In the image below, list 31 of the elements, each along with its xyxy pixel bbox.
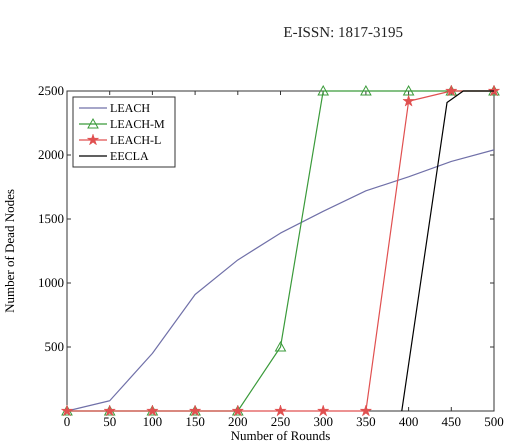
point: [275, 342, 286, 352]
x-tick-label: 100: [142, 414, 162, 429]
point: [318, 86, 329, 96]
text: E-ISSN: 1817-3195: [283, 25, 403, 41]
point: [360, 404, 372, 416]
x-tick-label: 300: [313, 414, 333, 429]
legend-label: LEACH-L: [110, 133, 162, 147]
x-tick-label: 450: [442, 414, 462, 429]
point: [402, 95, 415, 106]
point: [317, 404, 330, 416]
x-tick-label: 400: [398, 414, 418, 429]
point: [360, 86, 372, 96]
x-tick-label: 0: [64, 414, 70, 429]
y-tick-label: 1500: [38, 211, 64, 226]
x-tick-label: 350: [356, 414, 376, 429]
x-tick-label: 500: [484, 414, 504, 429]
x-tick-label: 50: [103, 414, 116, 429]
x-axis-title: Number of Rounds: [230, 428, 330, 442]
x-tick-label: 200: [228, 414, 248, 429]
y-tick-label: 500: [44, 339, 64, 354]
legend-label: EECLA: [110, 149, 149, 163]
point: [403, 86, 414, 96]
y-tick-label: 1000: [38, 275, 64, 290]
legend-label: LEACH-M: [110, 117, 165, 131]
x-tick-label: 250: [270, 414, 290, 429]
y-tick-label: 2000: [38, 147, 64, 162]
legend-label: LEACH: [110, 101, 150, 115]
point: [274, 404, 286, 416]
x-tick-label: 150: [185, 414, 205, 429]
y-axis-title: Number of Dead Nodes: [2, 189, 17, 313]
y-tick-label: 2500: [38, 83, 64, 98]
